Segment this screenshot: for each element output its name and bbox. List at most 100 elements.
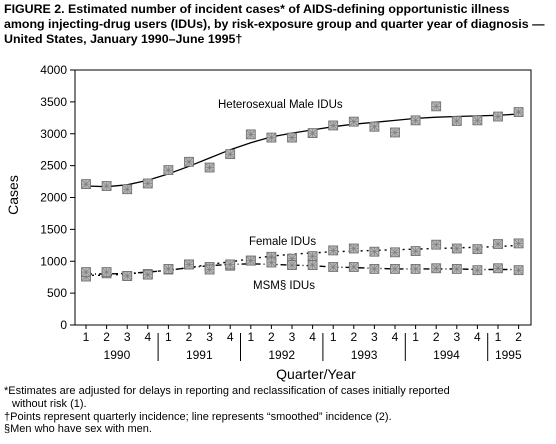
quarter-label: 2	[186, 330, 193, 344]
footnote-estimates: *Estimates are adjusted for delays in re…	[4, 385, 450, 397]
quarter-label: 2	[515, 330, 522, 344]
data-point	[348, 262, 359, 272]
year-label: 1990	[104, 348, 131, 362]
data-point-hatch	[349, 262, 359, 272]
data-point	[204, 162, 215, 173]
data-point	[328, 120, 339, 131]
data-point-hatch	[246, 255, 256, 266]
data-point	[287, 132, 297, 143]
data-point	[81, 179, 91, 190]
data-point-hatch	[204, 264, 215, 275]
quarter-label: 4	[392, 330, 399, 344]
data-point	[472, 244, 483, 255]
data-point	[287, 260, 297, 270]
data-point	[431, 101, 442, 112]
footnotes: *Estimates are adjusted for delays in re…	[4, 385, 552, 436]
quarter-label: 3	[371, 330, 378, 344]
data-point-hatch	[328, 262, 338, 272]
data-point-hatch	[143, 269, 153, 280]
data-point	[451, 116, 462, 126]
data-point-hatch	[328, 245, 338, 256]
data-point-hatch	[122, 271, 132, 281]
x-axis-title: Quarter/Year	[276, 366, 356, 382]
data-point	[348, 116, 359, 127]
y-tick-label: 3500	[40, 95, 67, 109]
data-point-hatch	[287, 132, 297, 143]
data-point	[513, 238, 524, 249]
data-point-hatch	[246, 129, 256, 140]
data-point-hatch	[452, 264, 462, 274]
quarter-label: 1	[247, 330, 254, 344]
data-point-hatch	[390, 247, 400, 258]
data-point-hatch	[431, 239, 441, 250]
data-point	[513, 265, 524, 276]
data-point	[122, 184, 133, 195]
quarter-label: 2	[268, 330, 275, 344]
data-points	[81, 101, 524, 282]
data-point	[451, 243, 462, 254]
data-point-hatch	[184, 259, 194, 270]
data-point-hatch	[225, 259, 235, 270]
data-point-hatch	[349, 243, 359, 254]
data-point-hatch	[287, 253, 297, 264]
quarter-label: 2	[433, 330, 440, 344]
data-point	[369, 121, 380, 132]
data-point	[410, 246, 421, 256]
data-point	[307, 251, 318, 262]
y-tick-label: 4000	[40, 63, 67, 77]
data-point	[142, 269, 153, 280]
data-point	[431, 263, 442, 274]
data-point-hatch	[369, 264, 380, 274]
data-point	[451, 263, 462, 274]
y-axis-title: Cases	[5, 175, 21, 215]
quarter-label: 3	[124, 330, 131, 344]
data-point-hatch	[390, 127, 400, 138]
smoothed-lines	[85, 113, 519, 276]
data-point	[245, 255, 256, 266]
quarter-label: 1	[165, 330, 172, 344]
footnote-estimates-cont: without risk (1).	[12, 397, 87, 410]
quarter-label: 1	[330, 330, 337, 344]
data-point	[225, 149, 236, 160]
data-point-hatch	[472, 265, 483, 275]
data-point-hatch	[472, 115, 483, 126]
y-tick-label: 2500	[40, 159, 67, 173]
data-point-hatch	[328, 120, 338, 131]
data-point-hatch	[81, 267, 91, 277]
data-point-hatch	[472, 244, 483, 254]
data-point-hatch	[390, 264, 400, 274]
data-point	[101, 181, 112, 191]
data-point	[225, 259, 236, 270]
quarter-label: 1	[412, 330, 419, 344]
quarter-label: 1	[495, 330, 502, 344]
y-tick-label: 0	[60, 318, 67, 332]
data-point	[390, 127, 400, 138]
quarter-label: 4	[474, 330, 481, 344]
data-point	[204, 264, 215, 275]
data-point-hatch	[452, 243, 462, 254]
data-point	[328, 262, 339, 272]
data-point	[493, 239, 503, 249]
data-point-hatch	[493, 111, 503, 122]
quarter-label: 4	[144, 330, 151, 344]
data-point	[184, 259, 194, 270]
y-tick-label: 1500	[40, 222, 67, 236]
data-point	[410, 115, 421, 126]
data-point	[348, 243, 359, 254]
data-point	[142, 178, 153, 189]
data-point	[122, 271, 133, 281]
data-point	[101, 267, 112, 277]
data-point	[513, 107, 524, 117]
data-point-hatch	[204, 162, 215, 173]
data-point-hatch	[266, 257, 277, 268]
data-point-hatch	[431, 263, 441, 273]
data-point-hatch	[101, 267, 112, 277]
data-point-hatch	[369, 246, 380, 257]
data-point-hatch	[287, 260, 297, 270]
data-point-hatch	[81, 179, 91, 189]
data-point-hatch	[513, 107, 524, 117]
figure-title: FIGURE 2. Estimated number of incident c…	[4, 2, 545, 46]
data-point	[163, 263, 174, 274]
data-point	[81, 267, 91, 277]
